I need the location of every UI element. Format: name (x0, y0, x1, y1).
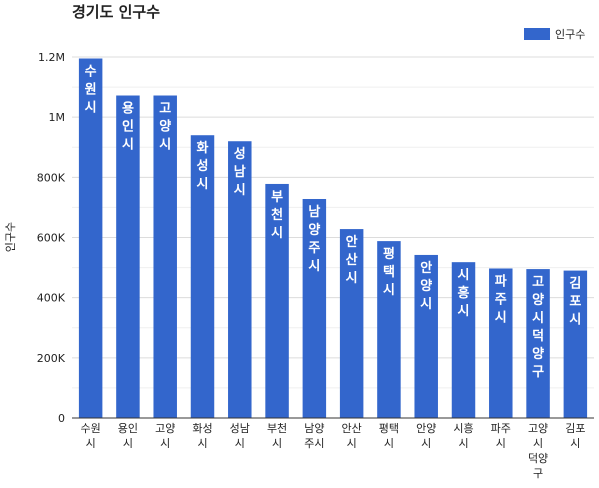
x-tick-label: 수원 시 (81, 422, 101, 450)
y-tick-label: 400K (37, 292, 66, 305)
bar[interactable] (116, 95, 140, 419)
x-tick-label: 안산 시 (342, 422, 362, 450)
grid-lines (72, 56, 594, 389)
bar[interactable] (377, 241, 401, 418)
y-tick-label: 1.2M (38, 51, 65, 64)
y-tick-label: 1M (49, 111, 66, 124)
y-tick-label: 800K (37, 171, 66, 184)
x-tick-label: 김포 시 (565, 422, 585, 450)
x-tick-label: 고양 시 덕양 구 (528, 422, 548, 480)
x-tick-label: 안양 시 (416, 422, 436, 450)
x-tick-label: 화성 시 (192, 422, 212, 450)
x-tick-label: 성남 시 (230, 422, 250, 450)
y-axis-ticks: 0 200K 400K 600K 800K 1M 1.2M (37, 51, 66, 425)
bar[interactable] (190, 135, 215, 418)
y-tick-label: 200K (37, 352, 66, 365)
x-tick-label: 고양 시 (155, 422, 175, 450)
bar[interactable] (414, 254, 438, 418)
x-tick-label: 파주 시 (491, 422, 511, 450)
bar[interactable] (526, 269, 550, 418)
bars (78, 58, 588, 419)
bar[interactable] (228, 141, 252, 418)
bar[interactable] (339, 229, 364, 418)
bar[interactable] (302, 198, 327, 418)
x-tick-label: 시흥 시 (453, 421, 473, 450)
x-tick-label: 남양 주시 (304, 422, 324, 450)
x-tick-label: 용인 시 (118, 422, 138, 450)
x-axis-ticks: 수원 시 용인 시 고양 시 화성 시 성남 시 부천 시 남양 주시 안산 시 평택 시 안양 시 시흥 시 파주 시 고양 시… (81, 421, 586, 480)
bar[interactable] (265, 183, 289, 418)
legend-label: 인구수 (555, 28, 585, 41)
x-tick-label: 부천 시 (267, 421, 287, 450)
bar[interactable] (489, 268, 513, 418)
bar[interactable] (153, 95, 177, 419)
x-tick-label: 평택 시 (379, 422, 399, 450)
y-tick-label: 600K (37, 232, 66, 245)
bar[interactable] (78, 58, 103, 419)
y-axis-title: 인구수 (4, 222, 17, 252)
legend-swatch (524, 28, 550, 40)
bar[interactable] (451, 262, 476, 418)
y-tick-label: 0 (58, 412, 65, 425)
chart-title: 경기도 인구수 (72, 3, 160, 21)
bar[interactable] (563, 270, 588, 418)
legend[interactable]: 인구수 (524, 28, 585, 41)
